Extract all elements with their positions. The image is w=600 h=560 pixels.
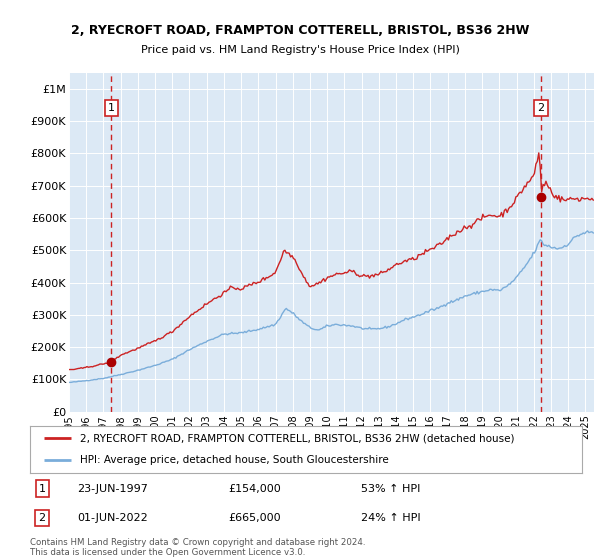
Text: 2, RYECROFT ROAD, FRAMPTON COTTERELL, BRISTOL, BS36 2HW (detached house): 2, RYECROFT ROAD, FRAMPTON COTTERELL, BR… xyxy=(80,433,514,444)
Text: 53% ↑ HPI: 53% ↑ HPI xyxy=(361,484,421,493)
Text: £665,000: £665,000 xyxy=(229,513,281,523)
Text: 2: 2 xyxy=(538,103,544,113)
Text: HPI: Average price, detached house, South Gloucestershire: HPI: Average price, detached house, Sout… xyxy=(80,455,388,465)
Text: 23-JUN-1997: 23-JUN-1997 xyxy=(77,484,148,493)
Text: 2, RYECROFT ROAD, FRAMPTON COTTERELL, BRISTOL, BS36 2HW: 2, RYECROFT ROAD, FRAMPTON COTTERELL, BR… xyxy=(71,24,529,38)
Text: Price paid vs. HM Land Registry's House Price Index (HPI): Price paid vs. HM Land Registry's House … xyxy=(140,45,460,55)
Text: £154,000: £154,000 xyxy=(229,484,281,493)
Text: 01-JUN-2022: 01-JUN-2022 xyxy=(77,513,148,523)
Text: 2: 2 xyxy=(38,513,46,523)
Text: Contains HM Land Registry data © Crown copyright and database right 2024.
This d: Contains HM Land Registry data © Crown c… xyxy=(30,538,365,557)
Text: 24% ↑ HPI: 24% ↑ HPI xyxy=(361,513,421,523)
Text: 1: 1 xyxy=(38,484,46,493)
Text: 1: 1 xyxy=(108,103,115,113)
